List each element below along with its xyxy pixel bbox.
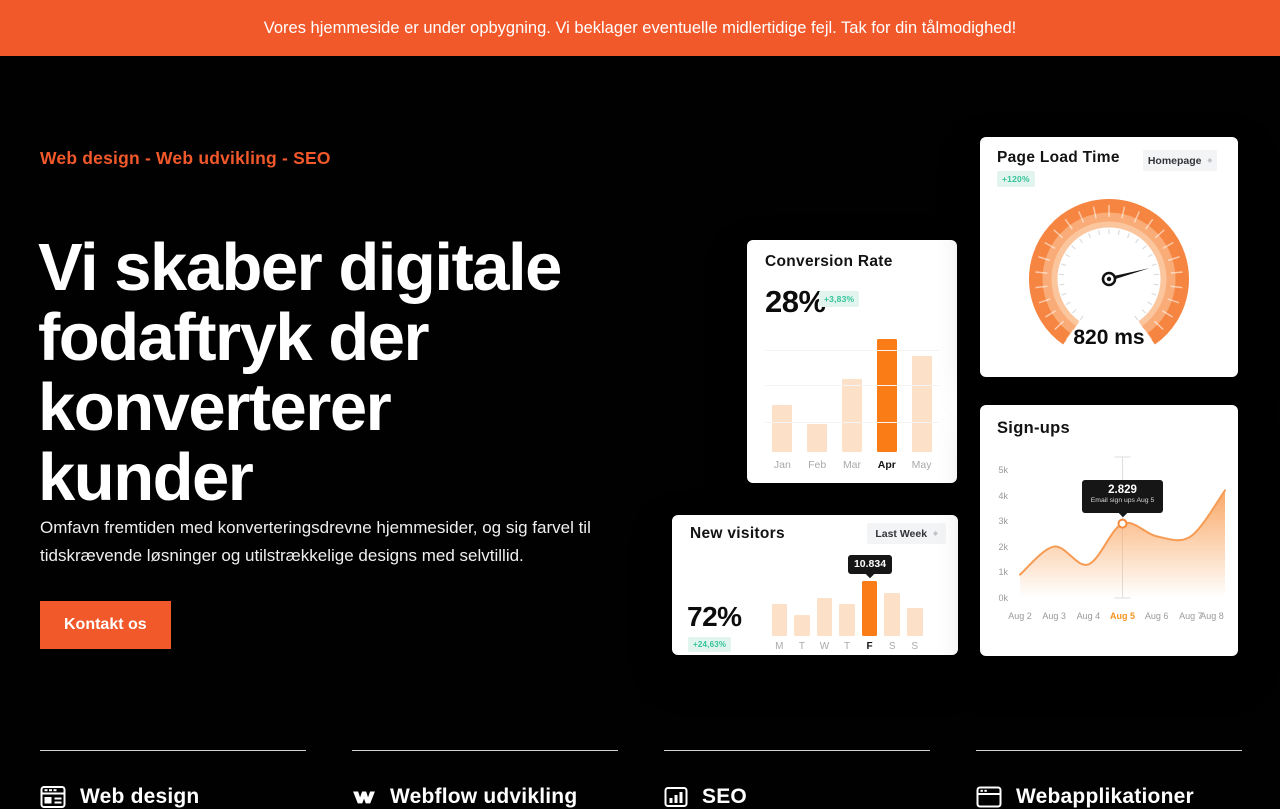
- bar-slot: [858, 578, 881, 636]
- y-tick: 2k: [988, 542, 1008, 552]
- visitors-tooltip: 10.834: [848, 555, 892, 574]
- bar-W-2: [817, 598, 833, 636]
- hero-description: Omfavn fremtiden med konverteringsdrevne…: [40, 514, 620, 570]
- page-title-line: fodaftryk der: [38, 303, 678, 373]
- feature-web-design[interactable]: Web design: [40, 750, 306, 809]
- page-load-time-card: Page Load Time +120% Homepage ◆ 820 ms: [980, 137, 1238, 377]
- feature-webapplikationer[interactable]: Webapplikationer: [976, 750, 1242, 809]
- page-title-line: kunder: [38, 443, 678, 513]
- feature-label: Webapplikationer: [1016, 785, 1194, 809]
- conversion-bar-chart: [765, 326, 939, 452]
- feature-seo[interactable]: SEO: [664, 750, 930, 809]
- bar-S-5: [884, 593, 900, 636]
- feature-webflow-udvikling[interactable]: Webflow udvikling: [352, 750, 618, 809]
- bar-slot: [869, 326, 904, 452]
- axis-label: May: [904, 459, 939, 471]
- visitors-change-badge: +24,63%: [688, 637, 731, 652]
- pageload-reading: 820 ms: [1029, 326, 1189, 350]
- signups-tooltip-label: Email sign ups Aug 5: [1082, 497, 1163, 504]
- bar-Jan-0: [772, 405, 792, 452]
- y-tick: 5k: [988, 465, 1008, 475]
- browser-window-icon: [976, 785, 1002, 809]
- bar-slot: [765, 326, 800, 452]
- y-tick: 4k: [988, 491, 1008, 501]
- y-tick: 1k: [988, 567, 1008, 577]
- contact-button[interactable]: Kontakt os: [40, 601, 171, 649]
- visitors-bar-chart: [768, 578, 926, 636]
- bar-slot: [813, 578, 836, 636]
- bar-May-4: [912, 356, 932, 452]
- conversion-change-badge: +3,83%: [819, 291, 859, 307]
- conversion-card-title: Conversion Rate: [765, 253, 893, 271]
- layout-grid-icon: [40, 785, 66, 809]
- axis-label: T: [836, 641, 859, 652]
- signups-tooltip-value: 2.829: [1082, 484, 1163, 496]
- visitors-card-title: New visitors: [690, 525, 785, 543]
- signups-tooltip: 2.829 Email sign ups Aug 5: [1082, 480, 1163, 513]
- bar-slot: [904, 326, 939, 452]
- feature-label: SEO: [702, 785, 747, 809]
- banner-text: Vores hjemmeside er under opbygning. Vi …: [0, 0, 1280, 56]
- period-selector-dropdown[interactable]: Last Week ◆: [867, 523, 946, 544]
- axis-label: Feb: [800, 459, 835, 471]
- feature-label: Web design: [80, 785, 199, 809]
- bar-Feb-1: [807, 424, 827, 452]
- bar-slot: [768, 578, 791, 636]
- axis-label: Apr: [869, 459, 904, 471]
- bar-T-1: [794, 615, 810, 636]
- y-tick: 0k: [988, 593, 1008, 603]
- bar-T-3: [839, 604, 855, 636]
- hero-eyebrow: Web design - Web udvikling - SEO: [40, 148, 331, 169]
- conversion-stat: 28%: [765, 284, 826, 320]
- axis-label: Mar: [835, 459, 870, 471]
- webflow-icon: [352, 785, 376, 809]
- axis-label: W: [813, 641, 836, 652]
- bar-slot: [800, 326, 835, 452]
- bar-Mar-2: [842, 379, 862, 452]
- axis-label: M: [768, 641, 791, 652]
- page-title-line: konverterer: [38, 373, 678, 443]
- axis-label: F: [858, 641, 881, 652]
- seo-chart-icon: [664, 785, 688, 809]
- bar-M-0: [772, 604, 788, 636]
- axis-label: S: [881, 641, 904, 652]
- axis-label: Jan: [765, 459, 800, 471]
- gridline: [765, 422, 939, 423]
- bar-slot: [836, 578, 859, 636]
- new-visitors-card: New visitors Last Week ◆ 10.834 72% +24,…: [672, 515, 958, 655]
- axis-label: S: [903, 641, 926, 652]
- period-selector-value: Last Week: [875, 528, 927, 540]
- bar-slot: [835, 326, 870, 452]
- y-tick: 3k: [988, 516, 1008, 526]
- bar-slot: [881, 578, 904, 636]
- page-title-line: Vi skaber digitale: [38, 233, 678, 303]
- gridline: [765, 350, 939, 351]
- construction-banner: Vores hjemmeside er under opbygning. Vi …: [0, 0, 1280, 56]
- dropdown-diamond-icon: ◆: [933, 530, 938, 537]
- bar-S-6: [907, 608, 923, 636]
- visitors-stat: 72%: [687, 601, 742, 633]
- bar-slot: [791, 578, 814, 636]
- bar-slot: [903, 578, 926, 636]
- gridline: [765, 385, 939, 386]
- feature-label: Webflow udvikling: [390, 785, 577, 809]
- x-tick: Aug 8: [1192, 611, 1232, 621]
- axis-label: T: [791, 641, 814, 652]
- bar-F-4: [862, 581, 878, 636]
- bar-Apr-3: [877, 339, 897, 452]
